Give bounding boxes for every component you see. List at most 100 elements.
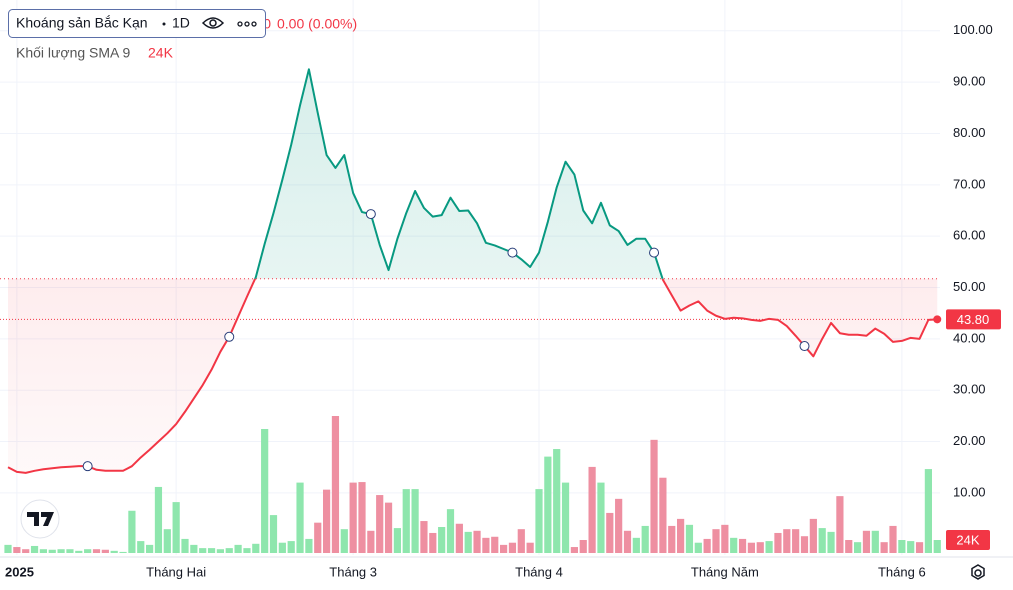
volume-bar bbox=[738, 538, 747, 553]
y-tick-label: 30.00 bbox=[953, 382, 986, 397]
y-tick-label: 10.00 bbox=[953, 484, 986, 499]
volume-bar bbox=[756, 542, 764, 553]
volume-bar bbox=[305, 538, 313, 553]
event-marker bbox=[649, 247, 660, 258]
volume-bar bbox=[13, 547, 21, 553]
volume-sma-value: 24K bbox=[148, 45, 174, 61]
volume-bar bbox=[730, 537, 738, 553]
volume-bar bbox=[420, 521, 428, 553]
volume-bar bbox=[508, 542, 517, 553]
event-marker bbox=[507, 247, 518, 258]
x-tick-label: Tháng 6 bbox=[878, 564, 926, 579]
volume-bar bbox=[544, 456, 552, 553]
last-price-badge bbox=[946, 309, 1001, 330]
volume-bar bbox=[216, 549, 224, 553]
volume-bar bbox=[615, 498, 623, 553]
volume-bar bbox=[827, 531, 835, 553]
interval: 1D bbox=[172, 15, 190, 31]
volume-bar bbox=[340, 529, 348, 553]
axes: 10.00 20.00 30.00 40.00 50.00 60.00 70.00 80.00… bbox=[5, 22, 1001, 579]
volume-bar bbox=[84, 549, 92, 553]
volume-bar bbox=[39, 549, 47, 553]
price-change: 0.00 (0.00%) bbox=[277, 16, 357, 32]
volume-bar bbox=[747, 542, 755, 553]
volume-bar bbox=[898, 540, 906, 553]
volume-bar bbox=[402, 489, 410, 553]
volume-bar bbox=[30, 545, 39, 553]
volume-bar bbox=[22, 549, 30, 553]
volume-bar bbox=[659, 477, 667, 553]
volume-bar bbox=[376, 495, 384, 553]
volume-bar bbox=[349, 482, 357, 553]
volume-bar bbox=[800, 536, 809, 553]
symbol: Khoáng sản Bắc Kạn bbox=[16, 15, 148, 31]
volume-bar bbox=[588, 466, 596, 553]
eye-icon[interactable] bbox=[201, 17, 225, 29]
volume-bar bbox=[809, 518, 817, 553]
volume-bar bbox=[110, 550, 118, 553]
volume-bar bbox=[721, 524, 729, 553]
volume-bar bbox=[845, 540, 853, 553]
volume-bar bbox=[579, 540, 587, 553]
price-line bbox=[7, 278, 938, 474]
volume-bar bbox=[650, 439, 658, 553]
volume-bar bbox=[146, 544, 154, 553]
event-marker bbox=[365, 209, 376, 220]
volume-bar bbox=[128, 510, 136, 553]
volume-bar bbox=[261, 428, 269, 553]
volume-bar bbox=[323, 489, 331, 553]
x-tick-label: Tháng Năm bbox=[691, 564, 759, 579]
volume-bar bbox=[411, 489, 419, 553]
event-marker bbox=[82, 461, 93, 472]
y-tick-label: 80.00 bbox=[953, 125, 986, 140]
volume-bar bbox=[163, 529, 171, 553]
volume-bar bbox=[331, 416, 340, 553]
volume-bar bbox=[553, 449, 561, 553]
settings-icon[interactable] bbox=[971, 564, 985, 580]
volume-bar bbox=[836, 496, 844, 553]
last-point bbox=[933, 315, 942, 324]
last-price-badge-label: 43.80 bbox=[957, 312, 990, 327]
y-tick-label: 70.00 bbox=[953, 176, 986, 191]
volume-bar bbox=[234, 544, 242, 553]
area-above-baseline bbox=[255, 69, 663, 279]
volume-bars bbox=[4, 416, 941, 553]
volume-bar bbox=[535, 489, 543, 553]
volume-bar bbox=[429, 532, 437, 553]
volume-bar bbox=[924, 469, 932, 553]
volume-bar bbox=[685, 524, 694, 553]
volume-bar bbox=[854, 542, 862, 553]
volume-bar bbox=[384, 502, 393, 553]
volume-bar bbox=[464, 531, 472, 553]
volume-bar bbox=[712, 529, 720, 553]
volume-bar bbox=[915, 542, 924, 553]
event-marker bbox=[799, 341, 810, 352]
volume-bar bbox=[792, 529, 800, 553]
volume-bar bbox=[393, 528, 401, 553]
volume-bar bbox=[119, 551, 127, 553]
volume-bar bbox=[783, 529, 791, 553]
area-below-baseline bbox=[8, 278, 938, 473]
x-tick-label: Tháng 3 bbox=[329, 564, 377, 579]
tv-logo[interactable] bbox=[20, 499, 60, 539]
volume-title: Khối lượng SMA 9 bbox=[16, 45, 130, 61]
volume-bar bbox=[774, 532, 782, 553]
volume-bar bbox=[225, 548, 233, 553]
volume-bar bbox=[48, 549, 56, 553]
volume-bar bbox=[606, 512, 614, 553]
volume-bar bbox=[668, 525, 676, 553]
symbol-box[interactable] bbox=[8, 9, 266, 38]
volume-bar bbox=[66, 549, 74, 553]
volume-sma-badge-label: 24K bbox=[956, 532, 979, 547]
volume-bar bbox=[455, 523, 463, 553]
volume-bar bbox=[561, 482, 570, 553]
volume-bar bbox=[296, 482, 304, 553]
more-icon[interactable] bbox=[237, 21, 257, 27]
y-tick-label: 60.00 bbox=[953, 228, 986, 243]
volume-bar bbox=[862, 530, 871, 553]
volume-bar bbox=[243, 548, 251, 553]
volume-bar bbox=[101, 549, 109, 553]
separator-dot bbox=[162, 22, 166, 26]
volume-bar bbox=[871, 530, 879, 553]
